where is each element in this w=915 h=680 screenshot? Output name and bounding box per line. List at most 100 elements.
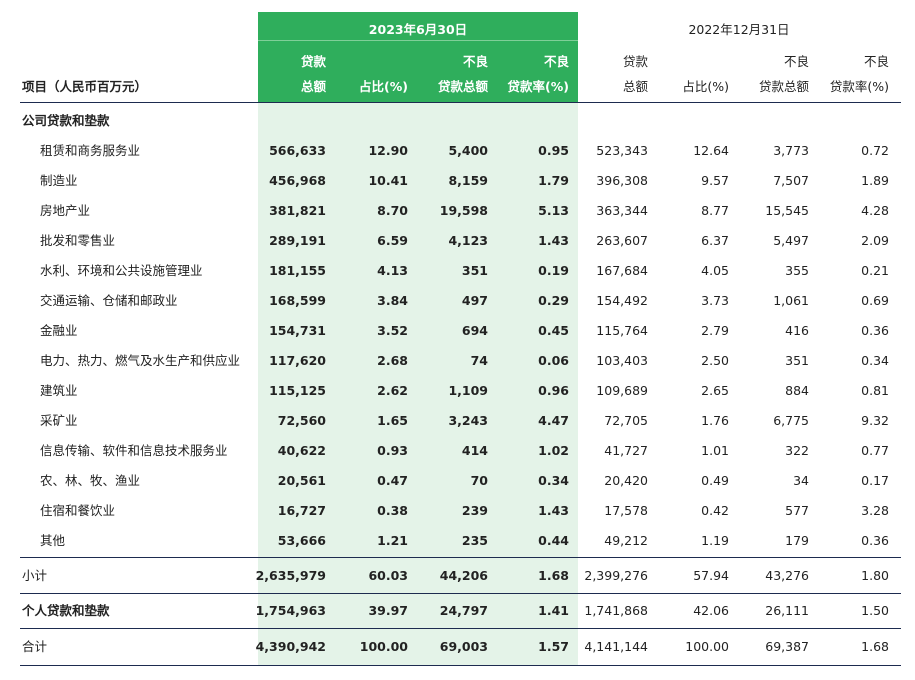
cell: 16,727 (277, 502, 326, 518)
rule (20, 102, 901, 103)
cell: 0.34 (538, 472, 569, 488)
cell: 1.43 (538, 502, 569, 518)
row-label: 农、林、牧、渔业 (40, 472, 141, 488)
cell: 1.89 (861, 172, 889, 188)
cell: 4.05 (701, 262, 729, 278)
cell: 103,403 (596, 352, 648, 368)
column-header: 贷款 (300, 53, 326, 69)
row-label: 制造业 (40, 172, 78, 188)
cell: 1.43 (538, 232, 569, 248)
cell: 19,598 (439, 202, 488, 218)
cell: 363,344 (596, 202, 648, 218)
cell: 0.36 (861, 322, 889, 338)
cell: 263,607 (596, 232, 648, 248)
row-label: 房地产业 (40, 202, 91, 218)
cell: 1.68 (538, 567, 569, 583)
cell: 5,400 (448, 142, 488, 158)
cell: 1.50 (861, 602, 889, 618)
column-header: 总额 (300, 78, 326, 94)
cell: 351 (461, 262, 488, 278)
row-label: 合计 (22, 638, 48, 654)
column-header: 不良 (543, 53, 569, 69)
cell: 1.80 (861, 567, 889, 583)
cell: 39.97 (368, 602, 408, 618)
cell: 4.13 (377, 262, 408, 278)
cell: 109,689 (596, 382, 648, 398)
cell: 1.19 (701, 532, 729, 548)
cell: 70 (470, 472, 488, 488)
cell: 42.06 (693, 602, 729, 618)
cell: 115,125 (269, 382, 326, 398)
cell: 49,212 (604, 532, 648, 548)
cell: 0.36 (861, 532, 889, 548)
column-header: 贷款率(%) (829, 78, 889, 94)
cell: 0.96 (538, 382, 569, 398)
row-label-header: 项目（人民币百万元） (22, 78, 148, 94)
cell: 1.76 (701, 412, 729, 428)
column-header: 贷款总额 (437, 78, 488, 94)
row-label: 水利、环境和公共设施管理业 (40, 262, 203, 278)
cell: 100.00 (685, 638, 729, 654)
row-label: 采矿业 (40, 412, 78, 428)
cell: 5.13 (538, 202, 569, 218)
cell: 69,387 (765, 638, 809, 654)
row-label: 交通运输、仓储和邮政业 (40, 292, 178, 308)
cell: 4,141,144 (584, 638, 648, 654)
row-label: 小计 (22, 567, 48, 583)
cell: 322 (785, 442, 809, 458)
cell: 2.79 (701, 322, 729, 338)
cell: 20,420 (604, 472, 648, 488)
cell: 115,764 (596, 322, 648, 338)
highlight-body (258, 102, 578, 665)
cell: 2.50 (701, 352, 729, 368)
highlight-header (258, 12, 578, 102)
cell: 2,399,276 (584, 567, 648, 583)
rule (20, 628, 901, 629)
cell: 69,003 (439, 638, 488, 654)
cell: 235 (461, 532, 488, 548)
cell: 381,821 (269, 202, 326, 218)
cell: 0.47 (377, 472, 408, 488)
cell: 4,390,942 (255, 638, 326, 654)
cell: 0.19 (538, 262, 569, 278)
cell: 0.44 (538, 532, 569, 548)
cell: 57.94 (693, 567, 729, 583)
cell: 1,741,868 (584, 602, 648, 618)
cell: 2.68 (377, 352, 408, 368)
cell: 1.57 (538, 638, 569, 654)
column-header: 占比(%) (682, 78, 729, 94)
row-label: 个人贷款和垫款 (22, 602, 110, 618)
cell: 4.47 (538, 412, 569, 428)
period: 2022年12月31日 (688, 21, 790, 37)
cell: 0.38 (377, 502, 408, 518)
cell: 2.09 (861, 232, 889, 248)
cell: 20,561 (277, 472, 326, 488)
cell: 9.32 (861, 412, 889, 428)
cell: 0.29 (538, 292, 569, 308)
column-header: 不良 (462, 53, 488, 69)
cell: 456,968 (269, 172, 326, 188)
cell: 1.21 (377, 532, 408, 548)
cell: 0.72 (861, 142, 889, 158)
cell: 1.79 (538, 172, 569, 188)
column-header: 不良 (863, 53, 889, 69)
cell: 0.49 (701, 472, 729, 488)
cell: 41,727 (604, 442, 648, 458)
cell: 3.73 (701, 292, 729, 308)
cell: 1.65 (377, 412, 408, 428)
cell: 523,343 (596, 142, 648, 158)
row-label: 金融业 (40, 322, 78, 338)
cell: 8,159 (448, 172, 488, 188)
cell: 0.77 (861, 442, 889, 458)
cell: 154,731 (269, 322, 326, 338)
cell: 117,620 (269, 352, 326, 368)
cell: 4.28 (861, 202, 889, 218)
column-header: 贷款总额 (758, 78, 809, 94)
cell: 566,633 (269, 142, 326, 158)
cell: 168,599 (269, 292, 326, 308)
row-label: 租赁和商务服务业 (40, 142, 141, 158)
cell: 0.42 (701, 502, 729, 518)
cell: 100.00 (359, 638, 408, 654)
cell: 15,545 (765, 202, 809, 218)
cell: 26,111 (765, 602, 809, 618)
